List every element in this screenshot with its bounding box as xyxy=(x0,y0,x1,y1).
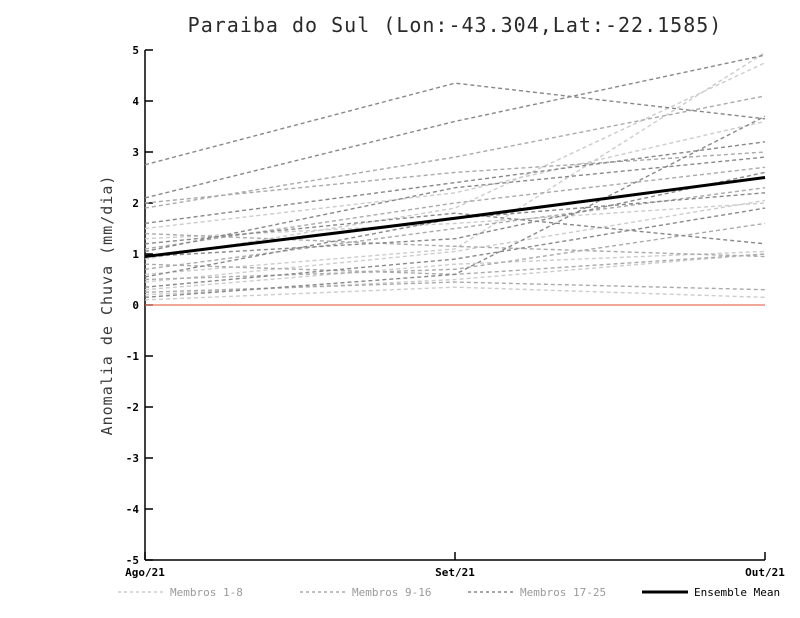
member-line xyxy=(144,187,766,270)
member-line xyxy=(144,286,766,301)
legend: Membros 1-8 Membros 9-16 Membros 17-25 Ense… xyxy=(118,586,780,599)
member-line xyxy=(144,166,766,250)
y-axis-label: Anomalia de Chuva (mm/dia) xyxy=(98,175,116,436)
y-tick-label: -4 xyxy=(126,503,140,516)
x-tick-label: Out/21 xyxy=(745,566,785,579)
legend-label: Membros 9-16 xyxy=(352,586,431,599)
member-line xyxy=(144,115,766,299)
member-line xyxy=(144,62,766,260)
member-line xyxy=(144,120,766,230)
member-line xyxy=(144,202,766,240)
ensemble-mean-line xyxy=(144,176,766,259)
legend-label: Ensemble Mean xyxy=(694,586,780,599)
member-line xyxy=(144,171,766,258)
member-line xyxy=(144,222,766,281)
y-tick-label: -3 xyxy=(126,452,139,465)
x-tick-label: Ago/21 xyxy=(125,566,165,579)
y-tick-label: 1 xyxy=(132,248,139,261)
member-line xyxy=(144,95,766,209)
member-line xyxy=(144,82,766,166)
y-tick-label: -2 xyxy=(126,401,139,414)
y-tick-label: 2 xyxy=(132,197,139,210)
member-line xyxy=(144,141,766,225)
member-line xyxy=(144,156,766,253)
member-line xyxy=(144,281,766,293)
member-line xyxy=(144,253,766,296)
member-line xyxy=(144,199,766,283)
y-tick-label: -1 xyxy=(126,350,140,363)
legend-label: Membros 17-25 xyxy=(520,586,606,599)
y-tick-label: 3 xyxy=(132,146,139,159)
member-line xyxy=(144,54,766,199)
member-line xyxy=(144,212,766,245)
y-tick-label: -5 xyxy=(126,554,139,567)
y-tick-label: 4 xyxy=(132,95,139,108)
x-tick-label: Set/21 xyxy=(435,566,475,579)
member-line xyxy=(144,51,766,276)
member-line xyxy=(144,250,766,291)
member-line xyxy=(144,207,766,288)
plot-area: -5 -4 -3 -2 -1 0 1 2 3 4 5 Ago/21 Set/21 Out/21 xyxy=(125,44,785,579)
chart-title: Paraiba do Sul (Lon:-43.304,Lat:-22.1585… xyxy=(188,13,723,37)
y-tick-label: 0 xyxy=(132,299,139,312)
y-tick-label: 5 xyxy=(132,44,139,57)
member-line xyxy=(144,151,766,204)
member-line xyxy=(144,232,766,258)
legend-label: Membros 1-8 xyxy=(170,586,243,599)
